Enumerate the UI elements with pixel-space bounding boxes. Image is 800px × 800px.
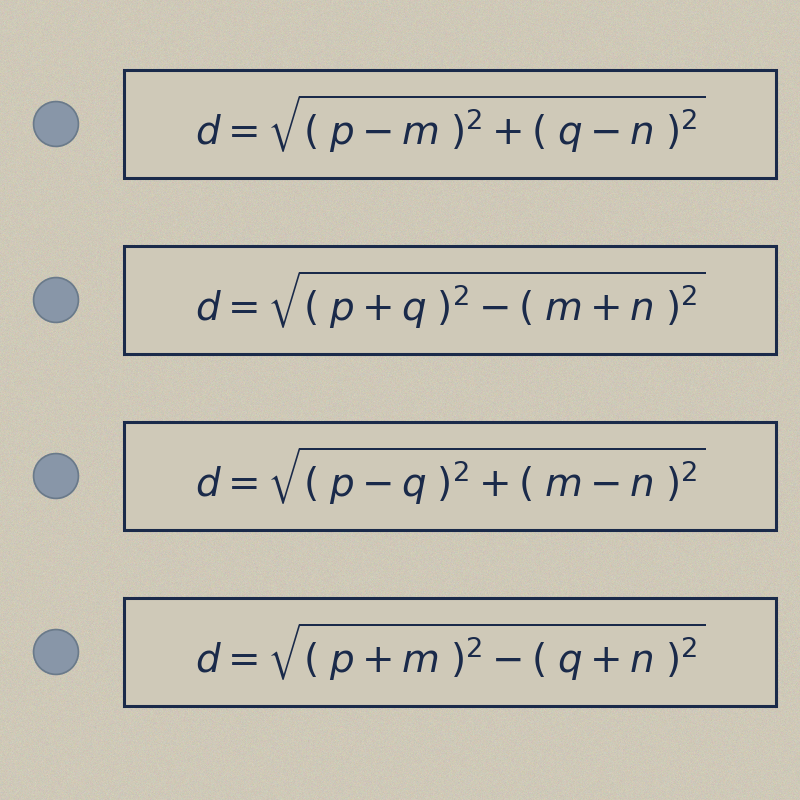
Text: $d = \sqrt{(\;p + q\;)^{2} - (\;m + n\;)^{2}}$: $d = \sqrt{(\;p + q\;)^{2} - (\;m + n\;)… [194, 269, 706, 331]
Bar [124, 70, 776, 178]
Bar [124, 246, 776, 354]
Circle shape [34, 630, 78, 674]
Text: $d = \sqrt{(\;p - m\;)^{2} + (\;q - n\;)^{2}}$: $d = \sqrt{(\;p - m\;)^{2} + (\;q - n\;)… [194, 93, 706, 155]
Text: $d = \sqrt{(\;p + m\;)^{2} - (\;q + n\;)^{2}}$: $d = \sqrt{(\;p + m\;)^{2} - (\;q + n\;)… [194, 621, 706, 683]
Bar [124, 422, 776, 530]
Circle shape [34, 278, 78, 322]
Circle shape [34, 102, 78, 146]
Circle shape [34, 454, 78, 498]
Text: $d = \sqrt{(\;p - q\;)^{2} + (\;m - n\;)^{2}}$: $d = \sqrt{(\;p - q\;)^{2} + (\;m - n\;)… [194, 445, 706, 507]
Bar [124, 598, 776, 706]
